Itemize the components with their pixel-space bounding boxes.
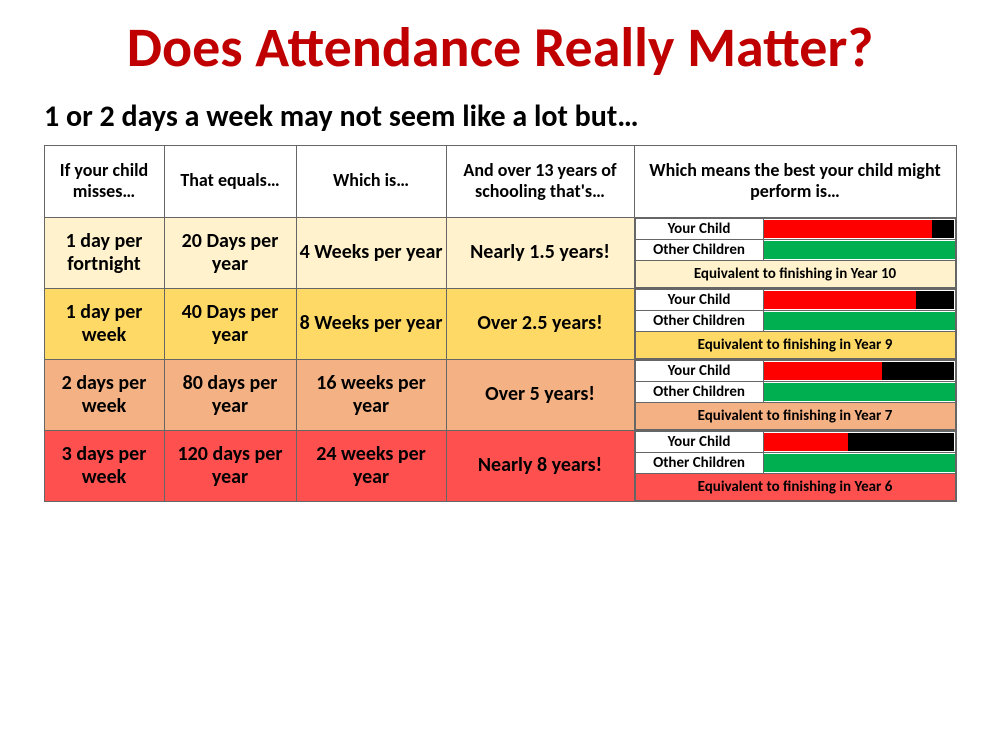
page-subtitle: 1 or 2 days a week may not seem like a l… <box>44 98 1000 135</box>
perf-label-other-children: Other Children <box>635 239 763 260</box>
perf-summary: Equivalent to finishing in Year 7 <box>635 402 955 429</box>
perf-label-other-children: Other Children <box>635 452 763 473</box>
cell-performance: Your ChildOther ChildrenEquivalent to fi… <box>634 430 956 501</box>
cell-equals: 120 days per year <box>164 430 296 501</box>
cell-over_13: Over 5 years! <box>446 359 634 430</box>
table-header-row: If your child misses… That equals… Which… <box>44 145 956 217</box>
cell-misses: 3 days per week <box>44 430 164 501</box>
table-row: 2 days per week80 days per year16 weeks … <box>44 359 956 430</box>
col-header-which-is: Which is… <box>296 145 446 217</box>
cell-misses: 2 days per week <box>44 359 164 430</box>
cell-equals: 40 Days per year <box>164 288 296 359</box>
perf-label-your-child: Your Child <box>635 431 763 452</box>
table-row: 1 day per week40 Days per year8 Weeks pe… <box>44 288 956 359</box>
col-header-misses: If your child misses… <box>44 145 164 217</box>
col-header-equals: That equals… <box>164 145 296 217</box>
cell-performance: Your ChildOther ChildrenEquivalent to fi… <box>634 359 956 430</box>
perf-summary: Equivalent to finishing in Year 6 <box>635 473 955 500</box>
perf-label-other-children: Other Children <box>635 381 763 402</box>
perf-bar-your-child <box>763 289 955 310</box>
perf-summary: Equivalent to finishing in Year 10 <box>635 260 955 287</box>
perf-bar-other-children <box>763 452 955 473</box>
cell-which_is: 24 weeks per year <box>296 430 446 501</box>
cell-which_is: 16 weeks per year <box>296 359 446 430</box>
cell-equals: 20 Days per year <box>164 217 296 288</box>
perf-label-other-children: Other Children <box>635 310 763 331</box>
cell-which_is: 8 Weeks per year <box>296 288 446 359</box>
perf-bar-other-children <box>763 239 955 260</box>
cell-misses: 1 day per week <box>44 288 164 359</box>
cell-equals: 80 days per year <box>164 359 296 430</box>
cell-over_13: Nearly 1.5 years! <box>446 217 634 288</box>
cell-which_is: 4 Weeks per year <box>296 217 446 288</box>
cell-performance: Your ChildOther ChildrenEquivalent to fi… <box>634 217 956 288</box>
perf-summary: Equivalent to finishing in Year 9 <box>635 331 955 358</box>
perf-bar-your-child <box>763 218 955 239</box>
col-header-over-13: And over 13 years of schooling that's… <box>446 145 634 217</box>
cell-performance: Your ChildOther ChildrenEquivalent to fi… <box>634 288 956 359</box>
attendance-table: If your child misses… That equals… Which… <box>44 145 957 502</box>
cell-misses: 1 day per fortnight <box>44 217 164 288</box>
perf-label-your-child: Your Child <box>635 218 763 239</box>
perf-bar-your-child <box>763 431 955 452</box>
perf-bar-other-children <box>763 381 955 402</box>
table-row: 3 days per week120 days per year24 weeks… <box>44 430 956 501</box>
cell-over_13: Over 2.5 years! <box>446 288 634 359</box>
perf-bar-your-child <box>763 360 955 381</box>
page-title: Does Attendance Really Matter? <box>60 18 940 80</box>
perf-label-your-child: Your Child <box>635 360 763 381</box>
perf-bar-other-children <box>763 310 955 331</box>
perf-label-your-child: Your Child <box>635 289 763 310</box>
col-header-performance: Which means the best your child might pe… <box>634 145 956 217</box>
table-row: 1 day per fortnight20 Days per year4 Wee… <box>44 217 956 288</box>
cell-over_13: Nearly 8 years! <box>446 430 634 501</box>
